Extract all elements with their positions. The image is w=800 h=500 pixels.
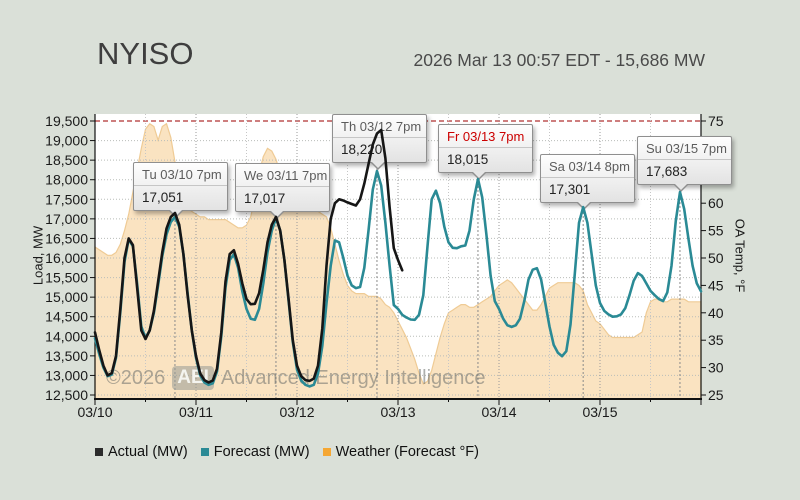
peak-annotation-day: Su 03/15 7pm — [638, 137, 731, 160]
legend-item-weather: Weather (Forecast °F) — [322, 444, 479, 460]
peak-annotation: Sa 03/14 8pm 17,301 — [540, 154, 635, 210]
left-axis-tick-label: 17,000 — [45, 211, 88, 227]
right-axis-tick-label: 35 — [708, 332, 724, 348]
peak-annotation-value: 18,015 — [447, 152, 489, 167]
legend-label-actual: Actual (MW) — [108, 444, 188, 460]
x-axis-day-label: 03/15 — [582, 404, 617, 420]
weather-series-swatch-icon — [322, 448, 331, 456]
legend-item-forecast: Forecast (MW) — [200, 444, 310, 460]
left-axis-tick-label: 17,500 — [45, 191, 88, 207]
x-axis-day-label: 03/13 — [380, 404, 415, 420]
left-axis-tick-label: 16,000 — [45, 250, 88, 266]
right-axis-tick-label: 75 — [708, 113, 724, 129]
x-axis-day-label: 03/12 — [279, 404, 314, 420]
peak-annotation-value: 18,220 — [341, 142, 383, 157]
right-axis-tick-label: 25 — [708, 387, 724, 403]
left-axis-tick-label: 14,500 — [45, 309, 88, 325]
left-axis-tick-label: 18,500 — [45, 152, 88, 168]
peak-annotation-value: 17,051 — [142, 190, 184, 205]
page-title: NYISO — [97, 36, 194, 71]
peak-annotation-day: Th 03/12 7pm — [333, 115, 426, 138]
right-axis-tick-label: 55 — [708, 223, 724, 239]
current-datetime-load: 2026 Mar 13 00:57 EDT - 15,686 MW — [413, 50, 706, 70]
peak-annotation: Th 03/12 7pm 18,220 — [332, 114, 427, 170]
x-axis-day-label: 03/11 — [179, 404, 213, 420]
peak-annotation: Tu 03/10 7pm 17,051 — [133, 162, 228, 218]
left-axis-tick-label: 18,000 — [45, 172, 88, 188]
x-axis-day-label: 03/10 — [77, 404, 112, 420]
left-axis-tick-label: 15,500 — [45, 270, 88, 286]
left-axis-tick-label: 14,000 — [45, 328, 88, 344]
chart-legend: Actual (MW) Forecast (MW) Weather (Forec… — [95, 444, 479, 460]
peak-annotation-value: 17,301 — [549, 182, 591, 197]
peak-annotation-value: 17,683 — [646, 164, 688, 179]
legend-label-forecast: Forecast (MW) — [213, 444, 310, 460]
peak-annotation: Fr 03/13 7pm 18,015 — [438, 124, 533, 180]
left-axis-tick-label: 13,500 — [45, 348, 88, 364]
peak-annotation: Su 03/15 7pm 17,683 — [637, 136, 732, 192]
peak-annotation-day: We 03/11 7pm — [236, 164, 329, 187]
left-axis-tick-label: 16,500 — [45, 230, 88, 246]
peak-annotation: We 03/11 7pm 17,017 — [235, 163, 330, 219]
actual-series-swatch-icon — [95, 448, 103, 456]
right-axis-tick-label: 60 — [708, 195, 724, 211]
forecast-series-swatch-icon — [200, 448, 209, 456]
peak-annotation-day: Sa 03/14 8pm — [541, 155, 634, 178]
left-axis-tick-label: 15,000 — [45, 289, 88, 305]
left-axis-tick-label: 19,000 — [45, 133, 88, 149]
right-axis-tick-label: 30 — [708, 360, 724, 376]
legend-label-weather: Weather (Forecast °F) — [335, 444, 479, 460]
x-axis-day-label: 03/14 — [481, 404, 516, 420]
peak-annotation-value: 17,017 — [244, 191, 286, 206]
left-axis-tick-label: 13,000 — [45, 367, 88, 383]
left-axis-tick-label: 19,500 — [45, 113, 88, 129]
peak-annotation-day: Tu 03/10 7pm — [134, 163, 227, 186]
right-axis-tick-label: 40 — [708, 305, 724, 321]
left-axis-tick-label: 12,500 — [45, 387, 88, 403]
right-axis-tick-label: 45 — [708, 277, 724, 293]
right-axis-tick-label: 50 — [708, 250, 724, 266]
peak-annotation-day: Fr 03/13 7pm — [439, 125, 532, 148]
legend-item-actual: Actual (MW) — [95, 444, 188, 460]
